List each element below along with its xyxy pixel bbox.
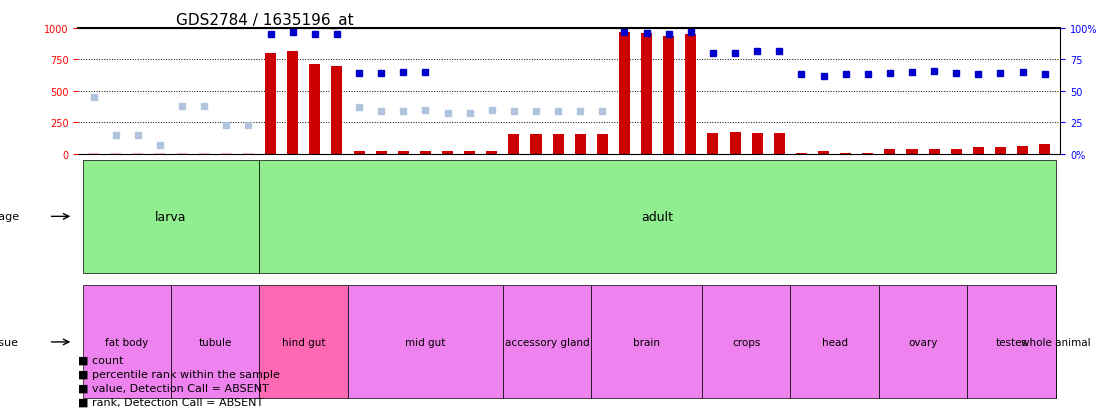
Bar [752,134,762,154]
Bar [354,152,365,154]
Text: accessory gland: accessory gland [504,337,589,347]
Bar [397,152,408,154]
Bar [331,66,343,154]
FancyBboxPatch shape [348,286,503,399]
FancyBboxPatch shape [83,286,171,399]
Bar [597,135,608,154]
Text: ovary: ovary [908,337,937,347]
Text: tubule: tubule [199,337,232,347]
Text: GDS2784 / 1635196_at: GDS2784 / 1635196_at [176,13,354,29]
Bar [508,135,519,154]
Bar [973,148,984,154]
FancyBboxPatch shape [702,286,790,399]
Text: ■ count
■ percentile rank within the sample
■ value, Detection Call = ABSENT
■ r: ■ count ■ percentile rank within the sam… [78,355,280,407]
Bar [641,34,652,154]
Bar [995,148,1006,154]
FancyBboxPatch shape [83,160,260,273]
FancyBboxPatch shape [591,286,702,399]
FancyBboxPatch shape [260,160,1056,273]
Bar [552,135,564,154]
Text: brain: brain [633,337,660,347]
Bar [575,135,586,154]
Text: tissue: tissue [0,337,19,347]
Bar [442,152,453,154]
Bar [818,152,829,154]
FancyBboxPatch shape [878,286,968,399]
Bar [708,134,719,154]
Text: crops: crops [732,337,760,347]
Bar [309,65,320,154]
Text: mid gut: mid gut [405,337,445,347]
Bar [264,54,276,154]
Text: fat body: fat body [105,337,148,347]
Text: testes: testes [995,337,1028,347]
FancyBboxPatch shape [171,286,260,399]
FancyBboxPatch shape [503,286,591,399]
Bar [884,150,895,154]
Bar [773,134,785,154]
FancyBboxPatch shape [260,286,348,399]
Bar [1039,145,1050,154]
Bar [487,152,498,154]
Bar [287,52,298,154]
FancyBboxPatch shape [968,286,1056,399]
Text: larva: larva [155,210,186,223]
Bar [420,152,431,154]
Bar [730,133,741,154]
Bar [951,150,962,154]
Text: hind gut: hind gut [282,337,326,347]
Bar [929,150,940,154]
Bar [464,152,475,154]
Text: development stage: development stage [0,212,19,222]
Bar [376,152,386,154]
Bar [1017,147,1028,154]
Text: whole animal: whole animal [1021,337,1090,347]
Bar [906,150,917,154]
FancyBboxPatch shape [790,286,878,399]
Bar [685,35,696,154]
Text: adult: adult [642,210,674,223]
Bar [663,36,674,154]
Bar [530,135,541,154]
Text: head: head [821,337,847,347]
Bar [619,33,631,154]
